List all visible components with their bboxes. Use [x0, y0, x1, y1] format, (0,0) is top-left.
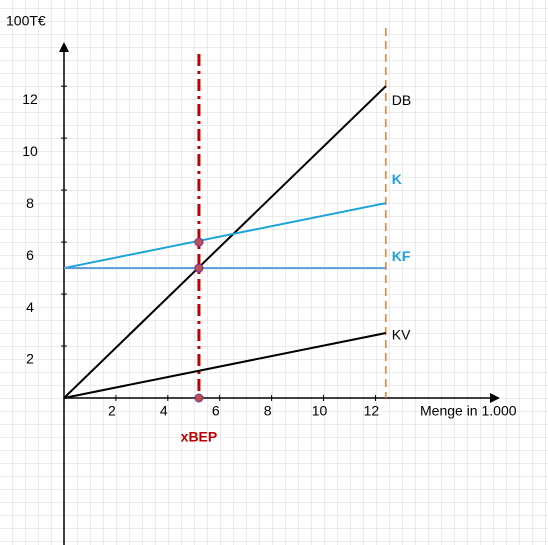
x-tick-label: 8	[264, 403, 272, 419]
series-line	[63, 202, 387, 270]
series-label: DB	[392, 92, 411, 108]
y-tick-label: 12	[22, 91, 38, 107]
series-line	[63, 332, 387, 399]
x-tick-label: 4	[160, 403, 168, 419]
y-tick-label: 4	[26, 299, 34, 315]
marker	[194, 393, 204, 403]
marker	[194, 263, 204, 273]
series-line	[63, 85, 387, 399]
x-axis-label: Menge in 1.000	[420, 403, 517, 419]
series-label: KF	[392, 248, 411, 264]
y-tick-label: 8	[26, 195, 34, 211]
x-tick-label: 10	[312, 403, 328, 419]
series-label: K	[392, 171, 402, 187]
y-arrow	[59, 42, 69, 52]
x-tick-label: 12	[364, 403, 380, 419]
y-tick-label: 10	[22, 143, 38, 159]
xbep-label: xBEP	[181, 429, 218, 445]
x-tick-label: 2	[108, 403, 116, 419]
x-tick-label: 6	[212, 403, 220, 419]
x-arrow	[490, 393, 500, 403]
series-label: KV	[392, 327, 411, 343]
y-tick-label: 6	[26, 247, 34, 263]
y-tick-label: 2	[26, 351, 34, 367]
marker	[194, 237, 204, 247]
y-axis-label: 100T€	[6, 13, 46, 29]
